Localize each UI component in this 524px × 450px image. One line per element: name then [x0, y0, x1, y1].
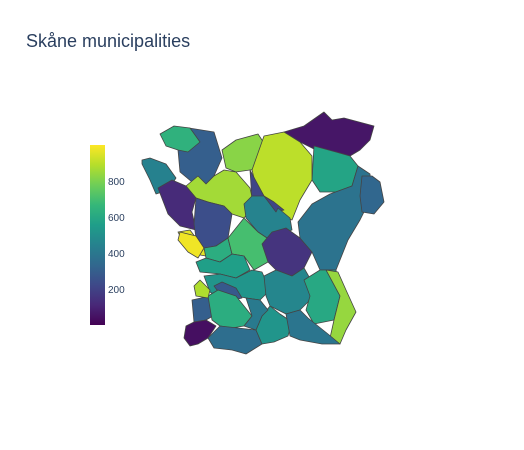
municipality-region[interactable] [193, 279, 211, 299]
municipality-region[interactable] [261, 227, 313, 277]
colorbar-gradient [90, 145, 105, 325]
municipality-region[interactable] [157, 179, 197, 231]
municipality-region[interactable] [325, 269, 357, 345]
colorbar-tick-label: 400 [108, 249, 125, 260]
municipality-region[interactable] [159, 125, 201, 153]
municipality-region[interactable] [285, 309, 341, 345]
colorbar-ticks: 200 400 600 800 [108, 177, 125, 296]
colorbar-tick-label: 800 [108, 177, 125, 188]
chart-title: Skåne municipalities [26, 31, 191, 51]
municipality-region[interactable] [359, 175, 385, 215]
colorbar-tick-label: 600 [108, 213, 125, 224]
municipality-layer [141, 111, 385, 355]
municipality-region[interactable] [177, 231, 205, 259]
municipality-region[interactable] [243, 297, 269, 331]
colorbar-tick-label: 200 [108, 285, 125, 296]
municipality-region[interactable] [195, 253, 251, 279]
